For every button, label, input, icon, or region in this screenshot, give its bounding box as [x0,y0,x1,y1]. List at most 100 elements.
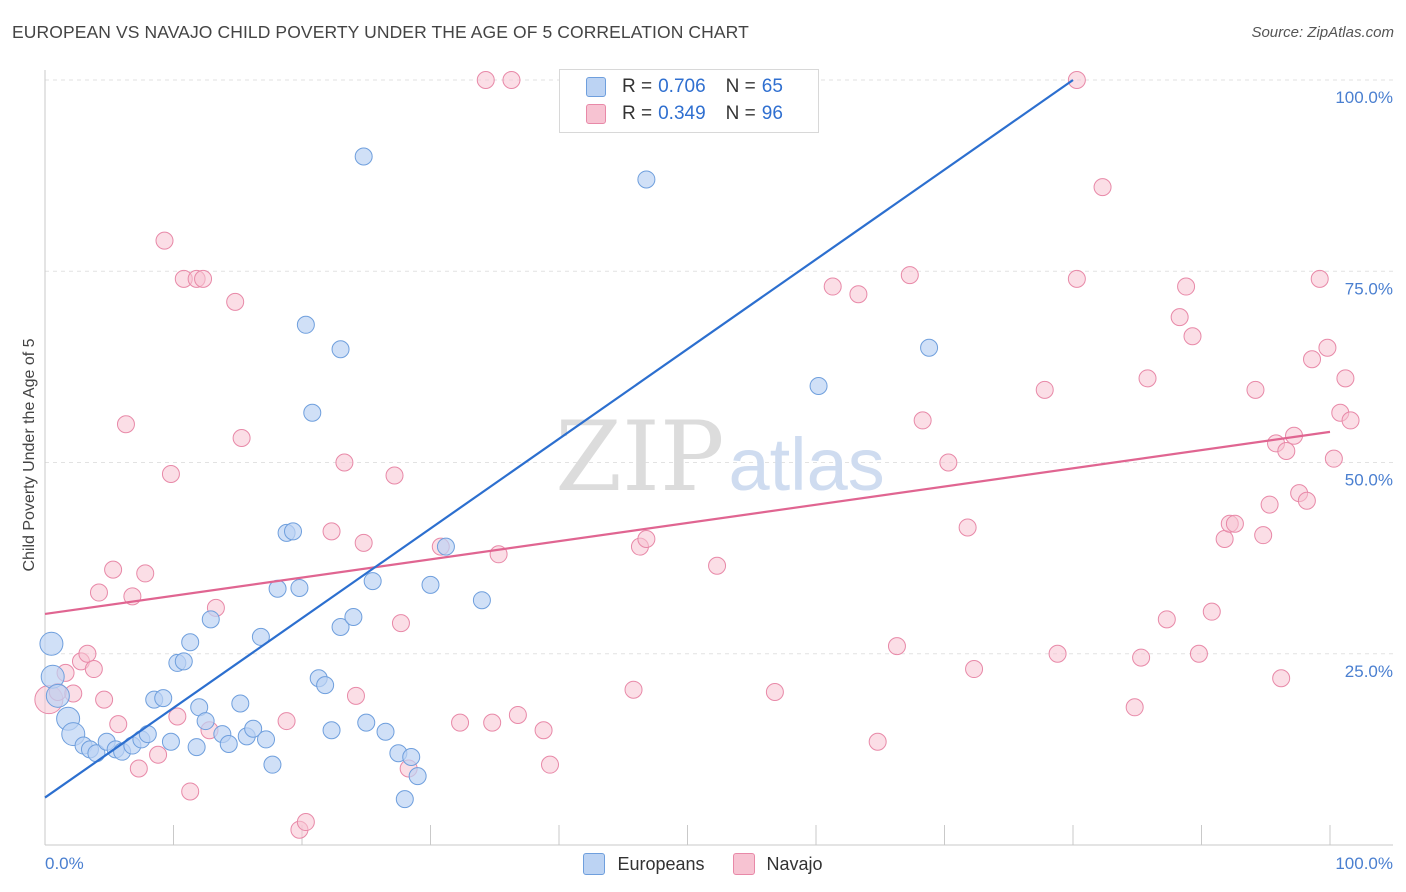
europeans-point [354,147,373,166]
navajo-point [1170,308,1189,327]
chart-title: EUROPEAN VS NAVAJO CHILD POVERTY UNDER T… [12,22,749,42]
europeans-point [408,767,427,786]
navajo-point [849,285,868,304]
watermark-atlas: atlas [728,423,884,506]
europeans-point [244,719,263,738]
europeans-point [263,755,282,774]
europeans-point [161,732,180,751]
navajo-point [161,464,180,483]
navajo-point [1272,669,1291,688]
legend-r-label: R = [622,76,653,97]
navajo-point [913,411,932,430]
navajo-points [34,71,1360,839]
navajo-point [765,683,784,701]
navajo-point [1254,526,1273,545]
navajo-point [965,660,984,679]
navajo-point [277,712,296,731]
navajo-trend-line [44,430,1331,616]
navajo-point [1336,369,1355,388]
navajo-point [1310,269,1329,288]
navajo-point [1177,277,1196,296]
navajo-point [155,231,174,250]
navajo-point [1215,530,1234,548]
europeans-point [809,377,828,395]
europeans-points [39,71,939,809]
navajo-point [451,713,470,732]
legend-row-navajo: R = 0.349 N = 96 [586,102,789,126]
navajo-point [1125,698,1144,717]
europeans-point [187,738,206,757]
europeans-point [138,725,157,744]
europeans-point [154,689,173,708]
navajo-point [1132,648,1151,667]
europeans-point [219,735,238,754]
y-axis-label: Child Poverty Under the Age of 5 [21,338,38,571]
europeans-point [257,730,276,749]
bottom-legend-europeans[interactable]: Europeans [583,853,705,875]
navajo-point [483,713,502,732]
navajo-point [78,644,97,663]
navajo-point [708,556,727,575]
navajo-point [1303,350,1322,369]
y-tick-label-25: 25.0% [1345,662,1393,681]
europeans-swatch [586,77,606,97]
navajo-point [136,564,155,583]
source-label: Source: ZipAtlas.com [1251,24,1394,41]
navajo-point [168,707,187,726]
navajo-point [1246,380,1265,399]
bottom-legend: Europeans Navajo [0,851,1406,877]
europeans-point [316,676,335,695]
europeans-point [436,537,455,556]
navajo-point [1189,644,1208,663]
europeans-point [357,713,376,732]
watermark-zip: ZIP [555,401,724,513]
europeans-point [421,575,440,594]
europeans-point [174,652,193,671]
europeans-point [331,340,350,359]
europeans-point [251,627,270,646]
navajo-point [385,466,404,485]
europeans-point [196,712,215,731]
navajo-point [868,732,887,751]
navajo-point [346,686,365,705]
navajo-point [116,415,135,434]
europeans-point [402,748,421,767]
navajo-point [502,71,521,89]
europeans-point [376,722,395,741]
legend-box: R = 0.706 N = 65 R = 0.349 N = 96 [559,69,819,133]
trend-lines [44,79,1331,799]
europeans-point [201,610,220,629]
navajo-point [335,453,354,472]
navajo-point [624,680,643,699]
navajo-point [1093,178,1112,197]
navajo-point [1277,442,1296,461]
bottom-legend-navajo-label: Navajo [766,853,823,874]
legend-row-europeans: R = 0.706 N = 65 [586,75,789,99]
navajo-point [226,292,245,311]
europeans-point [296,315,315,334]
europeans-point [290,578,309,597]
europeans-point [284,522,303,541]
legend-n-label: N = [725,76,756,97]
navajo-point [1048,644,1067,663]
y-tick-label-100: 100.0% [1335,88,1393,107]
europeans-point [363,572,382,591]
europeans-point [231,694,250,713]
legend-n-label: N = [725,103,756,124]
legend-r-value: 0.349 [658,103,706,124]
legend-r-value: 0.706 [658,76,706,97]
bottom-legend-navajo[interactable]: Navajo [732,853,823,875]
europeans-point [637,170,656,189]
navajo-point [129,759,148,778]
x-ticks [44,825,1331,845]
navajo-point [1035,380,1054,399]
navajo-point [823,277,842,296]
x-tick-label-min: 0.0% [45,854,84,873]
navajo-point [1067,71,1086,89]
navajo-point [900,266,919,285]
europeans-point [39,631,64,656]
axes [44,70,1393,846]
navajo-point [887,637,906,656]
legend-n-value: 96 [761,103,783,124]
